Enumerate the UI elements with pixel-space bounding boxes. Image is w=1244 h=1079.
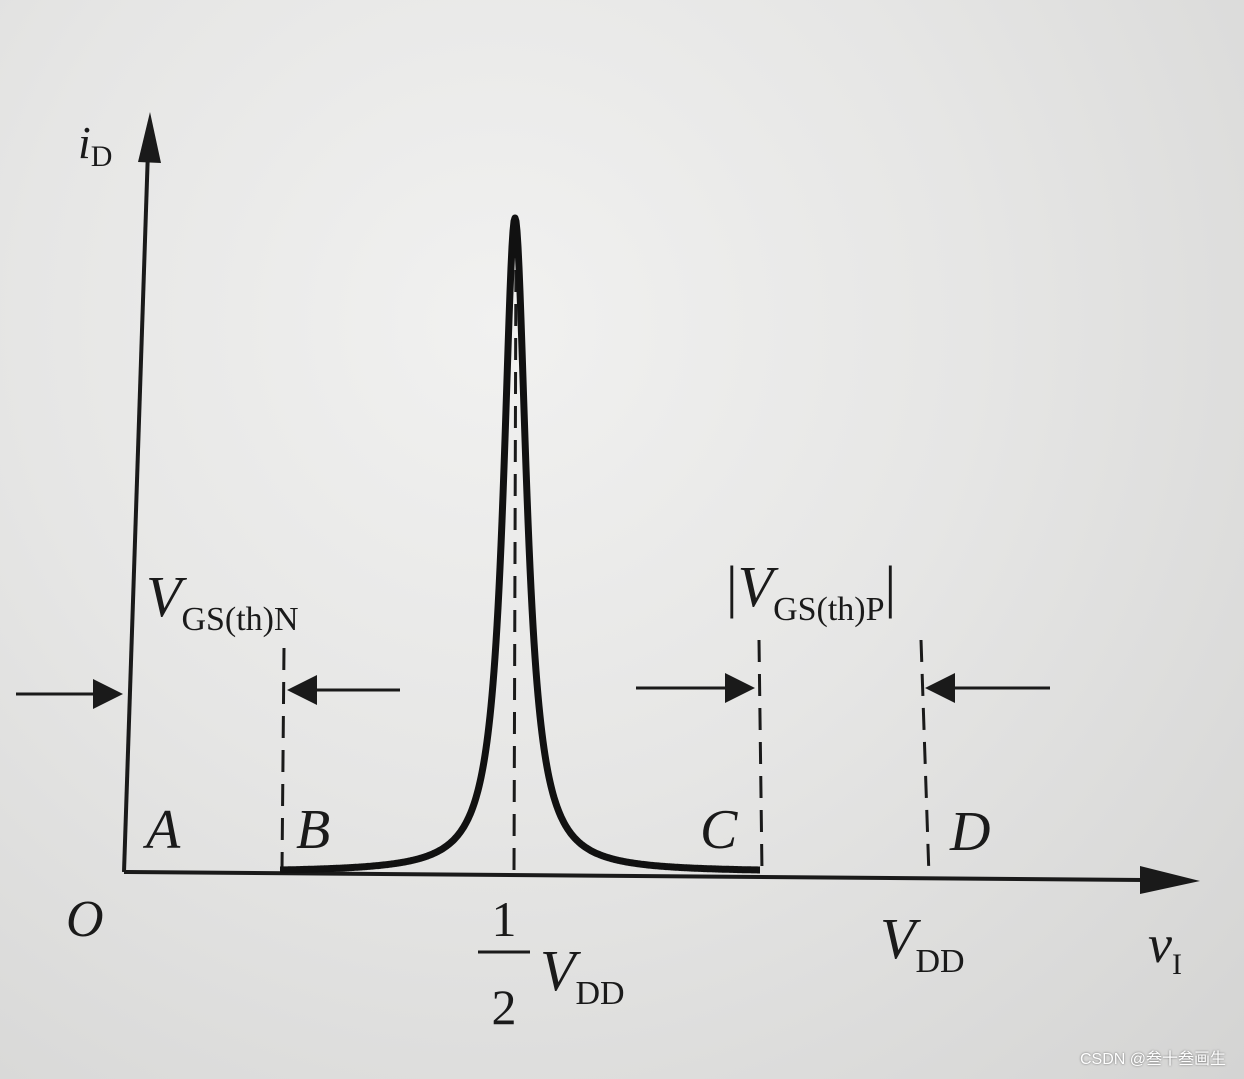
watermark-text: CSDN @叁十叁画生	[1079, 1051, 1226, 1068]
region-label-c: C	[700, 799, 738, 861]
threshold-n-dashed-line	[280, 647, 286, 871]
tick-label-vdd: VDD	[880, 906, 965, 980]
tick-label-half-vdd: 1 2 VDD	[478, 891, 625, 1035]
x-axis	[123, 870, 1151, 882]
origin-label: O	[66, 891, 104, 948]
x-axis-label: vI	[1148, 914, 1182, 981]
drain-current-curve	[277, 214, 763, 874]
threshold-n-label: VGS(th)N	[146, 564, 299, 638]
y-axis-label: iD	[78, 117, 112, 173]
region-label-b: B	[296, 799, 330, 861]
tick-half-numerator: 1	[492, 891, 517, 947]
threshold-p-dashed-line	[757, 639, 764, 873]
vdd-dashed-line	[919, 639, 931, 877]
threshold-p-label: |VGS(th)P|	[726, 554, 896, 628]
x-axis-arrow	[1140, 866, 1200, 894]
y-axis-arrow	[138, 112, 161, 163]
tick-half-vdd: VDD	[540, 938, 625, 1012]
region-label-a: A	[142, 799, 181, 861]
y-axis	[122, 149, 150, 873]
half-vdd-dashed-line	[512, 235, 518, 873]
region-label-d: D	[949, 801, 990, 863]
tick-half-denominator: 2	[492, 979, 517, 1035]
